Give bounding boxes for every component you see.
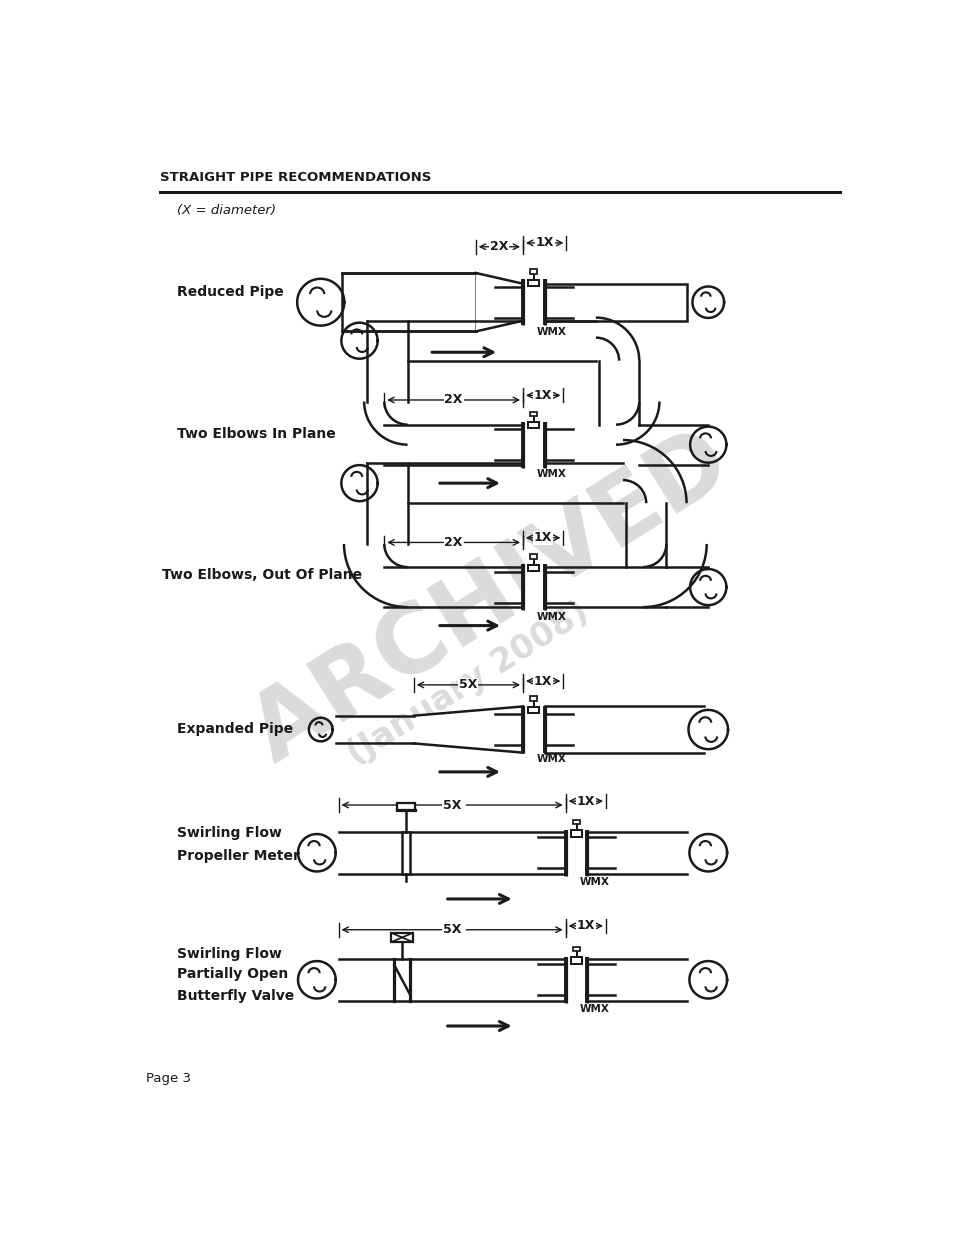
Text: 5X: 5X xyxy=(442,924,461,936)
Text: Expanded Pipe: Expanded Pipe xyxy=(177,722,294,736)
Polygon shape xyxy=(476,273,522,331)
Text: (January 2008): (January 2008) xyxy=(341,595,594,771)
Text: 5X: 5X xyxy=(442,799,461,811)
Text: 1X: 1X xyxy=(535,236,554,249)
Bar xyxy=(522,564,544,610)
Text: Two Elbows, Out Of Plane: Two Elbows, Out Of Plane xyxy=(162,568,361,583)
Bar xyxy=(528,422,538,429)
Bar xyxy=(342,273,476,331)
Text: WMX: WMX xyxy=(537,611,566,621)
Bar xyxy=(528,280,538,287)
Bar xyxy=(565,957,587,1003)
Bar xyxy=(530,697,537,701)
Bar xyxy=(573,947,579,951)
Bar xyxy=(528,708,538,714)
Bar xyxy=(571,957,581,963)
Text: 1X: 1X xyxy=(576,919,595,932)
Bar xyxy=(528,564,538,571)
Bar xyxy=(530,555,537,558)
Bar xyxy=(522,279,544,325)
Bar xyxy=(522,421,544,468)
Text: WMX: WMX xyxy=(537,327,566,337)
Text: Reduced Pipe: Reduced Pipe xyxy=(177,285,284,299)
Text: Page 3: Page 3 xyxy=(146,1072,192,1086)
Bar xyxy=(522,706,544,752)
Bar xyxy=(391,932,413,942)
Polygon shape xyxy=(414,706,522,752)
Text: WMX: WMX xyxy=(537,469,566,479)
Text: Partially Open: Partially Open xyxy=(177,967,289,982)
Text: Swirling Flow: Swirling Flow xyxy=(177,826,282,840)
Text: (X = diameter): (X = diameter) xyxy=(177,204,276,216)
Text: 5X: 5X xyxy=(458,678,477,692)
Text: 1X: 1X xyxy=(534,531,552,545)
Text: 1X: 1X xyxy=(576,794,595,808)
Bar xyxy=(530,411,537,416)
Text: Swirling Flow: Swirling Flow xyxy=(177,947,282,961)
Bar xyxy=(530,269,537,274)
Text: 2X: 2X xyxy=(444,394,462,406)
Text: 2X: 2X xyxy=(444,536,462,548)
Bar xyxy=(402,832,410,873)
Text: WMX: WMX xyxy=(537,755,566,764)
Text: 1X: 1X xyxy=(534,674,552,688)
Bar xyxy=(396,803,415,810)
Text: Two Elbows In Plane: Two Elbows In Plane xyxy=(177,427,335,441)
Bar xyxy=(544,284,686,321)
Text: ARCHIVED: ARCHIVED xyxy=(235,415,746,782)
Text: 2X: 2X xyxy=(490,241,508,253)
Bar xyxy=(565,830,587,876)
Text: WMX: WMX xyxy=(579,877,609,888)
Text: Butterfly Valve: Butterfly Valve xyxy=(177,989,294,1003)
Text: WMX: WMX xyxy=(579,1004,609,1014)
Text: 1X: 1X xyxy=(534,389,552,401)
Bar xyxy=(571,830,581,836)
Bar xyxy=(573,820,579,824)
Text: STRAIGHT PIPE RECOMMENDATIONS: STRAIGHT PIPE RECOMMENDATIONS xyxy=(159,172,431,184)
Text: Propeller Meter: Propeller Meter xyxy=(177,850,300,863)
